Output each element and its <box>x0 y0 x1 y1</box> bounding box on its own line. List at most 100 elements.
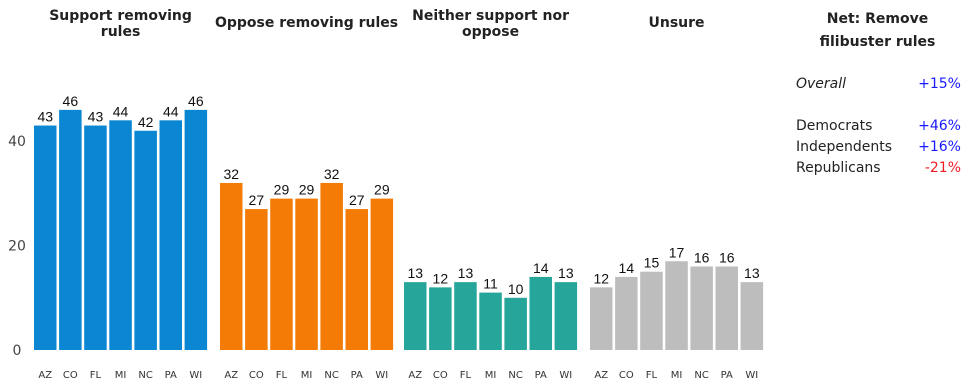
bar <box>345 209 368 350</box>
bar-value-label: 29 <box>374 182 390 198</box>
bar-value-label: 13 <box>407 265 423 281</box>
bar <box>554 282 578 350</box>
net-independents-label: Independents <box>796 139 893 155</box>
panel-title: Unsure <box>649 15 705 31</box>
bar-value-label: 42 <box>138 114 154 130</box>
bar-value-label: 43 <box>37 109 53 125</box>
category-label: FL <box>90 370 102 379</box>
category-label: AZ <box>38 370 52 379</box>
net-row-democrats: Democrats +46% <box>790 116 965 137</box>
bar <box>690 266 713 350</box>
bar-value-label: 27 <box>349 192 365 208</box>
bar <box>184 109 208 350</box>
bar-value-label: 32 <box>223 166 239 182</box>
panel-title: rules <box>101 24 141 40</box>
bar-value-label: 29 <box>274 182 290 198</box>
category-label: AZ <box>224 370 238 379</box>
category-label: PA <box>165 370 177 379</box>
bar-value-label: 27 <box>249 192 265 208</box>
bar <box>220 182 243 350</box>
category-label: CO <box>619 370 634 379</box>
bar-value-label: 11 <box>483 276 498 292</box>
category-label: PA <box>535 370 547 379</box>
category-label: MI <box>671 370 683 379</box>
bar-value-label: 10 <box>508 281 524 297</box>
y-tick-label: 0 <box>13 343 22 359</box>
category-label: FL <box>460 370 472 379</box>
bar <box>84 125 107 350</box>
net-overall-value: +15% <box>918 76 961 92</box>
bar <box>404 282 427 350</box>
category-label: MI <box>301 370 313 379</box>
bar <box>34 125 57 350</box>
bar <box>429 287 452 350</box>
bar-value-label: 14 <box>619 260 635 276</box>
bar-value-label: 46 <box>63 93 79 109</box>
bar <box>320 182 343 350</box>
bar-value-label: 12 <box>433 270 449 286</box>
panel-title: Oppose removing rules <box>215 15 398 31</box>
bar <box>740 282 764 350</box>
panel-title: Neither support nor <box>412 8 569 24</box>
net-overall-label: Overall <box>796 76 847 92</box>
bar <box>615 276 638 350</box>
bar-value-label: 44 <box>163 103 179 119</box>
bar-value-label: 13 <box>458 265 474 281</box>
bar <box>454 282 477 350</box>
bar-value-label: 29 <box>299 182 315 198</box>
category-label: WI <box>559 370 572 379</box>
net-row-overall: Overall +15% <box>790 74 965 95</box>
bar-value-label: 12 <box>593 270 609 286</box>
category-label: MI <box>115 370 127 379</box>
category-label: MI <box>485 370 497 379</box>
category-label: FL <box>276 370 288 379</box>
net-title: Net: Remove filibuster rules <box>790 8 965 54</box>
bar <box>134 130 157 350</box>
bar <box>479 292 502 350</box>
net-title-line-1: Net: Remove <box>826 11 929 27</box>
panel-title: Support removing <box>49 8 192 24</box>
net-row-republicans: Republicans -21% <box>790 158 965 179</box>
net-democrats-label: Democrats <box>796 118 873 134</box>
category-label: AZ <box>594 370 608 379</box>
bar-value-label: 32 <box>324 166 340 182</box>
category-label: CO <box>433 370 448 379</box>
category-label: NC <box>324 370 338 379</box>
net-independents-value: +16% <box>918 139 961 155</box>
category-label: PA <box>351 370 363 379</box>
category-label: NC <box>694 370 708 379</box>
bar <box>109 120 132 350</box>
bar-value-label: 14 <box>533 260 549 276</box>
category-label: CO <box>63 370 78 379</box>
net-title-line-2: filibuster rules <box>819 34 936 50</box>
bar <box>590 287 613 350</box>
bar-value-label: 44 <box>113 103 129 119</box>
net-democrats-value: +46% <box>918 118 961 134</box>
bar <box>715 266 738 350</box>
category-label: WI <box>189 370 202 379</box>
category-label: CO <box>249 370 264 379</box>
bar-value-label: 17 <box>669 244 685 260</box>
bar <box>270 198 293 350</box>
net-republicans-label: Republicans <box>796 160 881 176</box>
panel-title: oppose <box>462 24 519 40</box>
bar-value-label: 46 <box>188 93 204 109</box>
bar <box>59 109 82 350</box>
bar <box>370 198 394 350</box>
category-label: WI <box>745 370 758 379</box>
bar <box>504 297 527 350</box>
bar <box>665 261 688 350</box>
net-summary-panel: Net: Remove filibuster rules Overall +15… <box>790 8 965 179</box>
category-label: AZ <box>408 370 422 379</box>
bar-value-label: 13 <box>558 265 574 281</box>
bar-value-label: 13 <box>744 265 760 281</box>
category-label: FL <box>646 370 658 379</box>
y-tick-label: 40 <box>8 134 26 150</box>
category-label: NC <box>138 370 152 379</box>
net-row-independents: Independents +16% <box>790 137 965 158</box>
bar <box>245 209 268 350</box>
bar <box>529 276 552 350</box>
bar-value-label: 43 <box>88 109 104 125</box>
net-republicans-value: -21% <box>924 160 961 176</box>
